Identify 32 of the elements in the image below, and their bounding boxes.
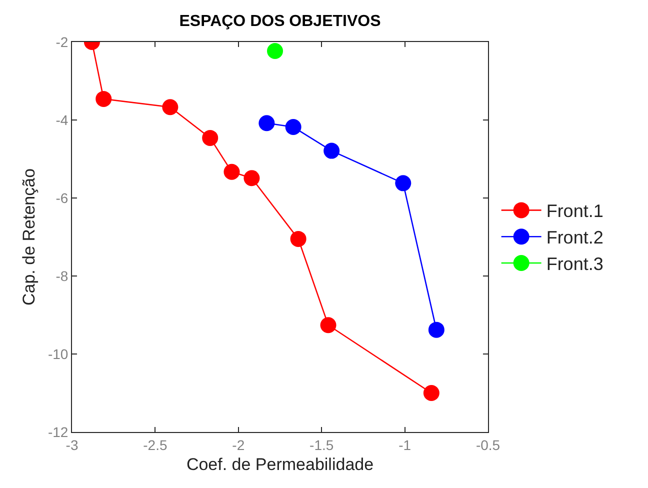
point: [423, 385, 440, 401]
point: [162, 99, 178, 116]
legend-label: Front.3: [546, 254, 604, 274]
x-axis-title: Coef. de Permeabilidade: [186, 455, 374, 474]
point: [395, 175, 412, 192]
y-tick-label: -8: [56, 268, 68, 284]
point: [244, 170, 260, 186]
x-tick-label: -1.5: [310, 436, 334, 453]
point: [290, 230, 306, 247]
y-tick-label: -6: [56, 190, 68, 206]
point: [267, 42, 284, 59]
y-tick-label: -4: [56, 112, 68, 128]
y-tick-label: -10: [48, 346, 68, 362]
point: [285, 119, 302, 136]
x-tick-label: -3: [66, 436, 78, 453]
legend-label: Front.2: [546, 228, 604, 248]
legend-label: Front.1: [546, 201, 604, 222]
point: [96, 90, 112, 107]
chart-title: ESPAÇO DOS OBJETIVOS: [179, 12, 382, 30]
point: [320, 317, 336, 334]
point: [224, 164, 240, 180]
x-tick-label: -2: [232, 436, 245, 453]
point: [428, 322, 444, 338]
x-tick-label: -2.5: [143, 436, 168, 453]
x-tick-label: -0.5: [476, 436, 500, 453]
x-tick-label: -1: [398, 436, 412, 453]
y-axis-title: Cap. de Retenção: [20, 168, 39, 306]
y-tick-label: -2: [56, 34, 68, 50]
point: [324, 142, 340, 159]
point: [258, 115, 275, 132]
point: [202, 130, 218, 146]
y-tick-label: -12: [48, 424, 68, 440]
